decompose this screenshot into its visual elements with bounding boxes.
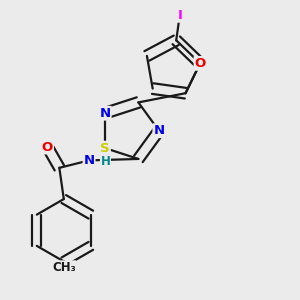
Text: S: S xyxy=(100,142,110,155)
Text: O: O xyxy=(42,140,53,154)
Text: I: I xyxy=(177,9,182,22)
Text: CH₃: CH₃ xyxy=(52,261,76,274)
Text: N: N xyxy=(153,124,164,137)
Text: N: N xyxy=(83,154,94,167)
Text: O: O xyxy=(194,57,206,70)
Text: N: N xyxy=(100,107,111,120)
Text: H: H xyxy=(100,155,110,168)
